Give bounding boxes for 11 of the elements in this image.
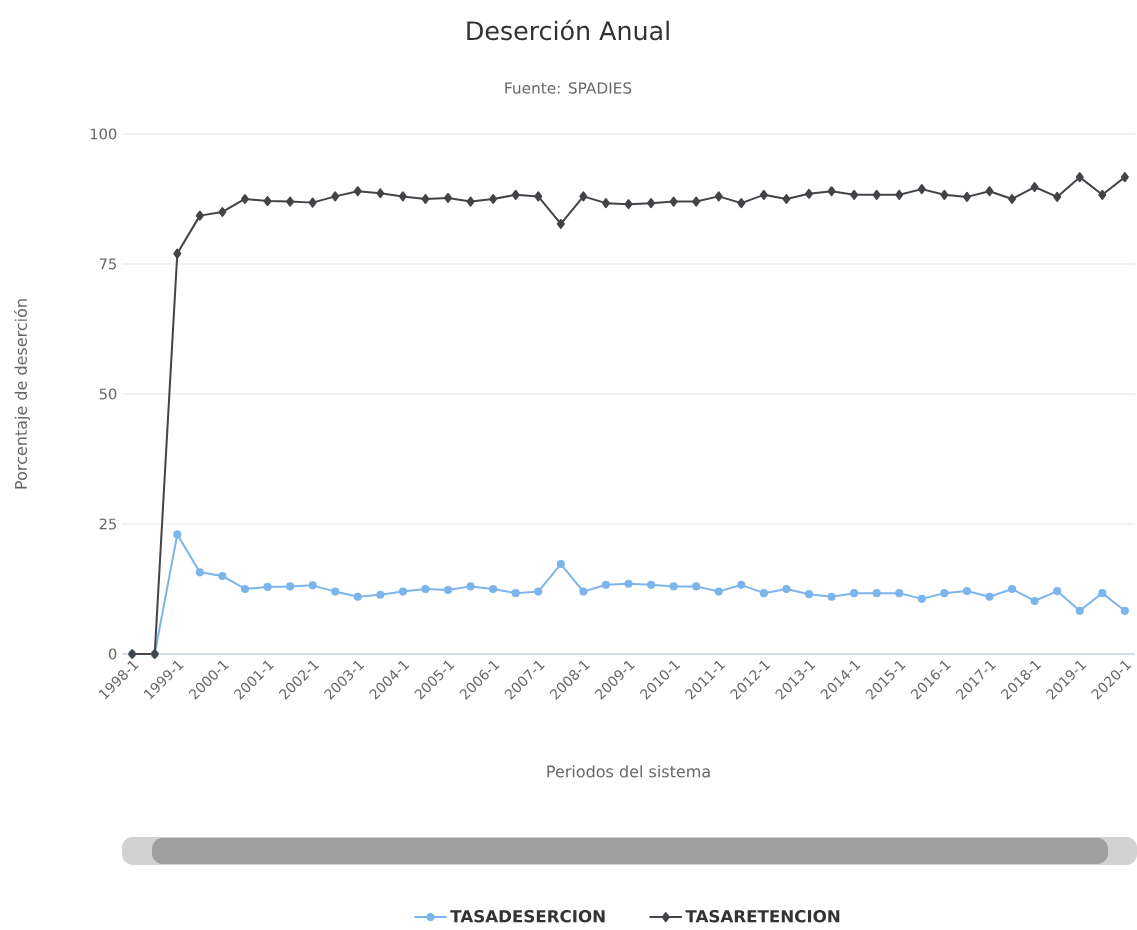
x-axis-title: Periodos del sistema — [547, 765, 710, 778]
y-tick-label: 100 — [90, 128, 117, 140]
legend-label: TASARETENCION — [685, 909, 840, 923]
chart-subtitle: Fuente: SPADIES — [505, 82, 632, 94]
chart-title: Deserción Anual — [467, 19, 669, 41]
y-axis-title: Porcentaje de deserción — [13, 299, 31, 489]
y-tick-label: 0 — [108, 648, 117, 660]
y-tick-label: 75 — [99, 258, 117, 270]
y-tick-label: 50 — [99, 388, 117, 400]
legend-label: TASADESERCION — [450, 909, 605, 923]
y-tick-label: 25 — [99, 518, 117, 530]
